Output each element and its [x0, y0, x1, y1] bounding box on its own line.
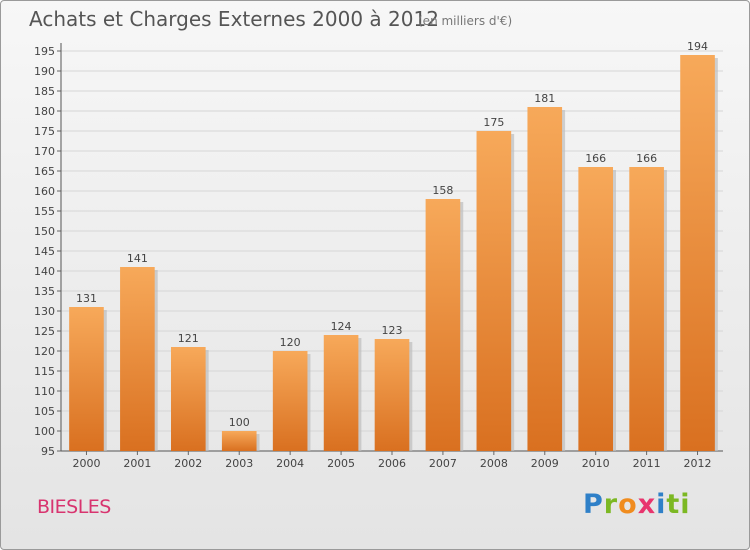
bar — [425, 199, 461, 451]
bar — [120, 267, 155, 451]
y-tick-label: 145 — [34, 245, 55, 258]
x-tick-label: 2009 — [531, 457, 559, 470]
bar-layer — [69, 55, 718, 451]
bar — [272, 351, 308, 451]
x-tick-label: 2005 — [327, 457, 355, 470]
bar-value-label: 166 — [585, 152, 606, 165]
x-tick-label: 2008 — [480, 457, 508, 470]
bar-value-label: 158 — [432, 184, 453, 197]
bar-value-label: 120 — [280, 336, 301, 349]
y-tick-label: 180 — [34, 105, 55, 118]
y-tick-label: 135 — [34, 285, 55, 298]
bar — [374, 339, 410, 451]
x-tick-label: 2012 — [684, 457, 712, 470]
x-tick-label: 2010 — [582, 457, 610, 470]
bar — [680, 55, 715, 451]
x-tick-label: 2004 — [276, 457, 304, 470]
chart-title: Achats et Charges Externes 2000 à 2012 — [29, 7, 439, 31]
x-tick-label: 2003 — [225, 457, 253, 470]
bar — [476, 131, 512, 451]
y-tick-label: 195 — [34, 45, 55, 58]
y-tick-label: 150 — [34, 225, 55, 238]
commune-name: BIESLES — [37, 496, 111, 518]
x-tick-label: 2006 — [378, 457, 406, 470]
bar-value-label: 121 — [178, 332, 199, 345]
bar-value-label: 124 — [331, 320, 352, 333]
bar-value-label: 141 — [127, 252, 148, 265]
y-tick-label: 190 — [34, 65, 55, 78]
y-tick-label: 170 — [34, 145, 55, 158]
proxiti-logo[interactable]: Proxiti — [583, 489, 691, 520]
bar-value-label: 100 — [229, 416, 250, 429]
bar-value-label: 131 — [76, 292, 97, 305]
y-tick-label: 160 — [34, 185, 55, 198]
y-tick-label: 110 — [34, 385, 55, 398]
label-layer: 131 141 121 100 120 124 123 158 175 181 166 166 194 — [76, 40, 708, 429]
bar-value-label: 166 — [636, 152, 657, 165]
bar — [221, 431, 257, 451]
y-tick-label: 165 — [34, 165, 55, 178]
bar — [578, 167, 614, 451]
bar — [170, 347, 206, 451]
x-tick-label: 2002 — [174, 457, 202, 470]
x-tick-label: 2011 — [633, 457, 661, 470]
y-tick-label: 125 — [34, 325, 55, 338]
y-tick-label: 175 — [34, 125, 55, 138]
bar-value-label: 175 — [483, 116, 504, 129]
y-tick-label: 95 — [41, 445, 55, 458]
y-tick-label: 185 — [34, 85, 55, 98]
x-tick-label: 2001 — [123, 457, 151, 470]
y-tick-label: 115 — [34, 365, 55, 378]
y-tick-label: 140 — [34, 265, 55, 278]
chart-unit-note: (en milliers d'€) — [418, 14, 513, 28]
bar-value-label: 181 — [534, 92, 555, 105]
bar-value-label: 194 — [687, 40, 708, 53]
bar — [323, 335, 359, 451]
x-tick-label: 2000 — [72, 457, 100, 470]
y-tick-label: 155 — [34, 205, 55, 218]
bar-value-label: 123 — [382, 324, 403, 337]
y-tick-label: 130 — [34, 305, 55, 318]
bar — [629, 167, 664, 451]
bar — [69, 307, 104, 451]
y-tick-label: 120 — [34, 345, 55, 358]
bar — [527, 107, 563, 451]
y-tick-label: 105 — [34, 405, 55, 418]
y-tick-label: 100 — [34, 425, 55, 438]
x-tick-label: 2007 — [429, 457, 457, 470]
